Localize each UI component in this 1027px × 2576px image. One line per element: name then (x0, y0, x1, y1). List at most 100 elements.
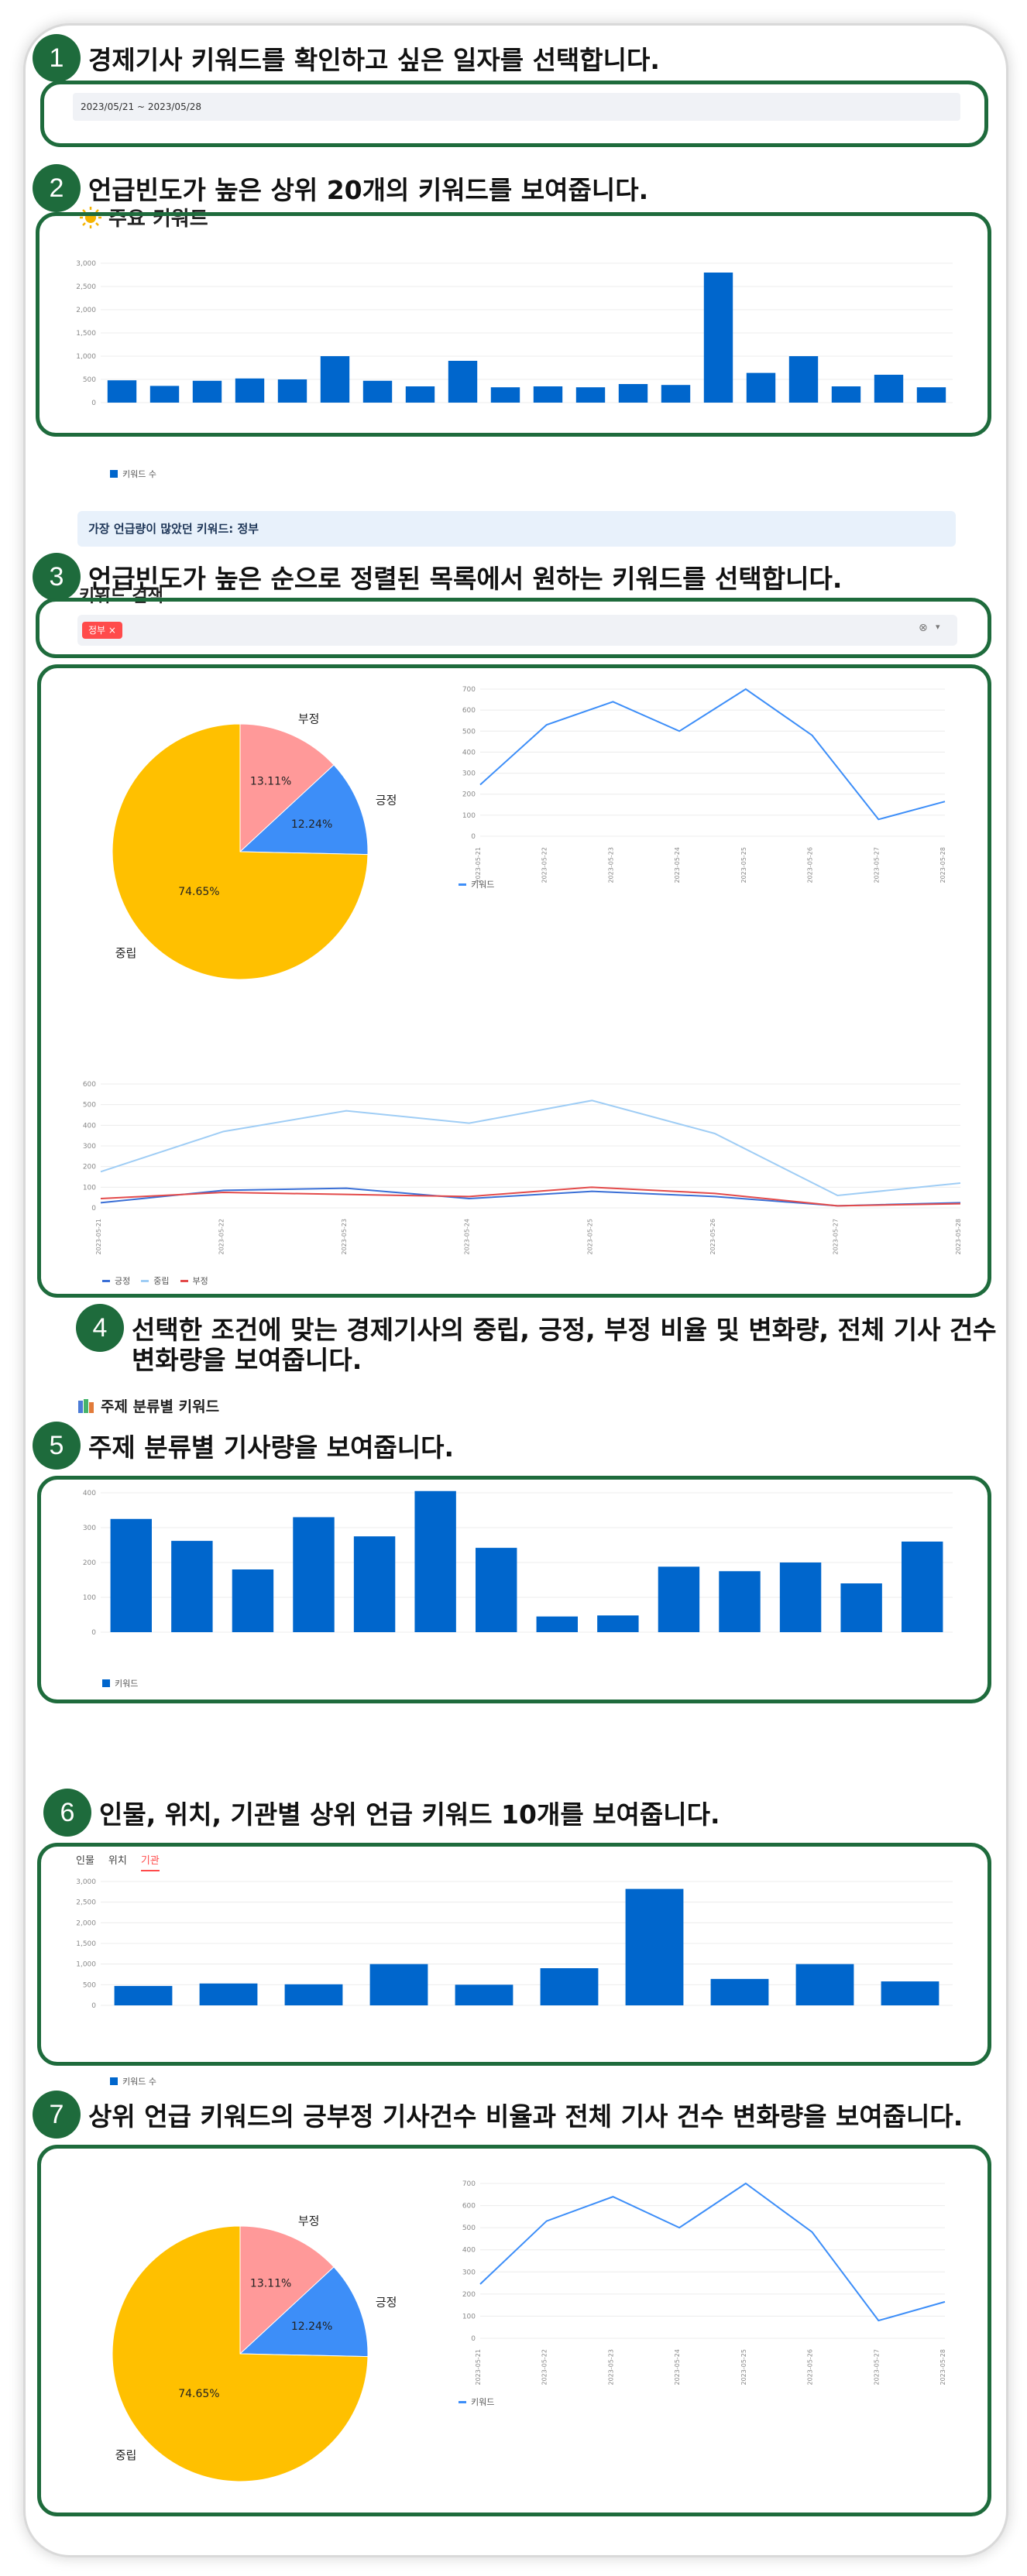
bar[interactable] (661, 385, 691, 403)
y-tick-label: 0 (91, 2002, 96, 2010)
select-clear-icon[interactable]: ⊗ (919, 622, 928, 634)
x-tick-label: 2023-05-23 (341, 1219, 348, 1255)
line3-legend: 키워드 (459, 2396, 494, 2408)
step-1-badge: 1 (33, 34, 81, 82)
x-tick-label: 2023-05-21 (475, 2349, 482, 2386)
bar[interactable] (277, 379, 307, 403)
step-5-text: 주제 분류별 기사량을 보여줍니다. (88, 1432, 455, 1463)
x-tick-label: 2023-05-22 (541, 847, 548, 883)
bar[interactable] (746, 372, 776, 403)
x-tick-label: 2023-05-24 (674, 2349, 681, 2386)
bar[interactable] (455, 1984, 514, 2005)
bar[interactable] (597, 1615, 639, 1632)
bar[interactable] (658, 1566, 700, 1632)
bar[interactable] (320, 356, 350, 403)
bar[interactable] (719, 1571, 761, 1632)
legend-label: 키워드 (471, 880, 495, 890)
y-tick-label: 500 (462, 2224, 476, 2232)
bar[interactable] (149, 386, 180, 403)
pie-slice[interactable] (239, 723, 335, 853)
y-tick-label: 200 (462, 2291, 476, 2299)
topic-bar-chart: 0 100 200 300 400 (83, 1490, 953, 1637)
tab-person[interactable]: 인물 (76, 1855, 94, 1867)
bar[interactable] (881, 1981, 939, 2005)
bar[interactable] (533, 386, 563, 403)
bar[interactable] (490, 387, 520, 403)
y-tick-label: 1,000 (76, 1961, 96, 1969)
pie-slice[interactable] (112, 723, 369, 980)
series-line (479, 688, 946, 821)
pie-slice[interactable] (239, 764, 369, 856)
bar[interactable] (405, 386, 435, 403)
step-3: 3 언급빈도가 높은 순으로 정렬된 목록에서 원하는 키워드를 선택합니다. (33, 553, 842, 601)
bar[interactable] (831, 386, 861, 403)
org-legend: 키워드 수 (110, 2075, 156, 2087)
y-tick-label: 100 (462, 2313, 476, 2320)
bar[interactable] (840, 1583, 882, 1632)
screenshot-frame (23, 23, 1008, 2557)
pie-slice[interactable] (239, 2225, 335, 2355)
bar[interactable] (107, 380, 137, 403)
step-7-badge: 7 (33, 2091, 81, 2139)
step-1-highlight (40, 81, 988, 147)
bar[interactable] (362, 380, 393, 403)
bar[interactable] (110, 1518, 152, 1632)
x-tick-label: 2023-05-22 (218, 1219, 225, 1255)
y-tick-label: 300 (462, 2269, 476, 2276)
bar[interactable] (235, 378, 265, 403)
x-tick-label: 2023-05-27 (832, 1219, 839, 1255)
tab-location[interactable]: 위치 (108, 1855, 127, 1867)
x-tick-label: 2023-05-24 (464, 1219, 471, 1255)
keyword-select[interactable] (77, 615, 957, 646)
bar[interactable] (293, 1517, 335, 1633)
chip-remove-icon[interactable]: × (108, 625, 116, 636)
x-tick-label: 2023-05-26 (807, 2349, 814, 2386)
bar[interactable] (192, 380, 222, 403)
bar[interactable] (575, 387, 606, 403)
step-2: 2 언급빈도가 높은 상위 20개의 키워드를 보여줍니다. (33, 164, 648, 212)
bar[interactable] (625, 1888, 684, 2005)
pie-slice[interactable] (239, 2266, 369, 2358)
step-5-badge: 5 (33, 1422, 81, 1470)
y-tick-label: 400 (462, 749, 476, 756)
pie-category-label: 긍정 (376, 794, 397, 808)
step-1-text: 경제기사 키워드를 확인하고 싶은 일자를 선택합니다. (88, 45, 660, 75)
keyword-article-line-chart: 0 100 200 300 400 500 600 700 2023-05-21 2023-05-… (462, 2180, 946, 2386)
bar[interactable] (448, 361, 478, 403)
bar[interactable] (710, 1978, 769, 2005)
y-tick-label: 300 (462, 770, 476, 778)
bar[interactable] (284, 1984, 343, 2005)
legend-swatch (459, 2400, 466, 2403)
bar[interactable] (199, 1983, 258, 2005)
y-tick-label: 400 (83, 1490, 96, 1497)
bar[interactable] (779, 1562, 822, 1632)
bar[interactable] (369, 1964, 428, 2005)
bar[interactable] (171, 1541, 213, 1632)
select-chevron-down-icon[interactable]: ▾ (936, 622, 940, 632)
bar[interactable] (703, 273, 733, 403)
bar[interactable] (232, 1569, 274, 1632)
bar[interactable] (902, 1542, 943, 1632)
bar[interactable] (536, 1616, 578, 1632)
step-2-badge: 2 (33, 164, 81, 212)
bar[interactable] (540, 1968, 599, 2005)
selected-keyword-chip[interactable]: 정부 × (82, 622, 122, 639)
pie-category-label: 중립 (115, 2448, 137, 2462)
bar[interactable] (618, 384, 648, 403)
tab-organization[interactable]: 기관 (140, 1852, 160, 1871)
x-tick-label: 2023-05-24 (674, 847, 681, 883)
bar[interactable] (788, 356, 819, 403)
step-4: 4 선택한 조건에 맞는 경제기사의 중립, 긍정, 부정 비율 및 변화량, … (76, 1304, 997, 1352)
keywords-title: 주요 키워드 (108, 208, 208, 231)
bar[interactable] (414, 1490, 456, 1632)
bar[interactable] (795, 1964, 854, 2005)
bar[interactable] (476, 1548, 517, 1632)
bar[interactable] (353, 1536, 396, 1632)
bar[interactable] (114, 1985, 173, 2005)
bar[interactable] (916, 387, 946, 403)
date-range-input[interactable]: 2023/05/21 ~ 2023/05/28 (73, 93, 960, 121)
bar[interactable] (874, 375, 904, 403)
step-4-text: 선택한 조건에 맞는 경제기사의 중립, 긍정, 부정 비율 및 변화량, 전체… (132, 1315, 997, 1345)
pie-slice[interactable] (112, 2225, 369, 2482)
legend-swatch (110, 2077, 118, 2085)
